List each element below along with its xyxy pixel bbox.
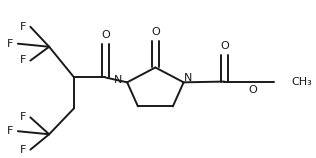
Text: O: O bbox=[101, 30, 110, 40]
Text: N: N bbox=[184, 73, 192, 83]
Text: O: O bbox=[220, 41, 229, 51]
Text: F: F bbox=[19, 55, 26, 65]
Text: F: F bbox=[19, 112, 26, 122]
Text: F: F bbox=[7, 126, 13, 136]
Text: N: N bbox=[113, 75, 122, 85]
Text: F: F bbox=[19, 145, 26, 155]
Text: O: O bbox=[248, 85, 257, 95]
Text: CH₃: CH₃ bbox=[291, 77, 312, 87]
Text: O: O bbox=[151, 27, 160, 37]
Text: F: F bbox=[19, 22, 26, 32]
Text: F: F bbox=[7, 39, 13, 49]
